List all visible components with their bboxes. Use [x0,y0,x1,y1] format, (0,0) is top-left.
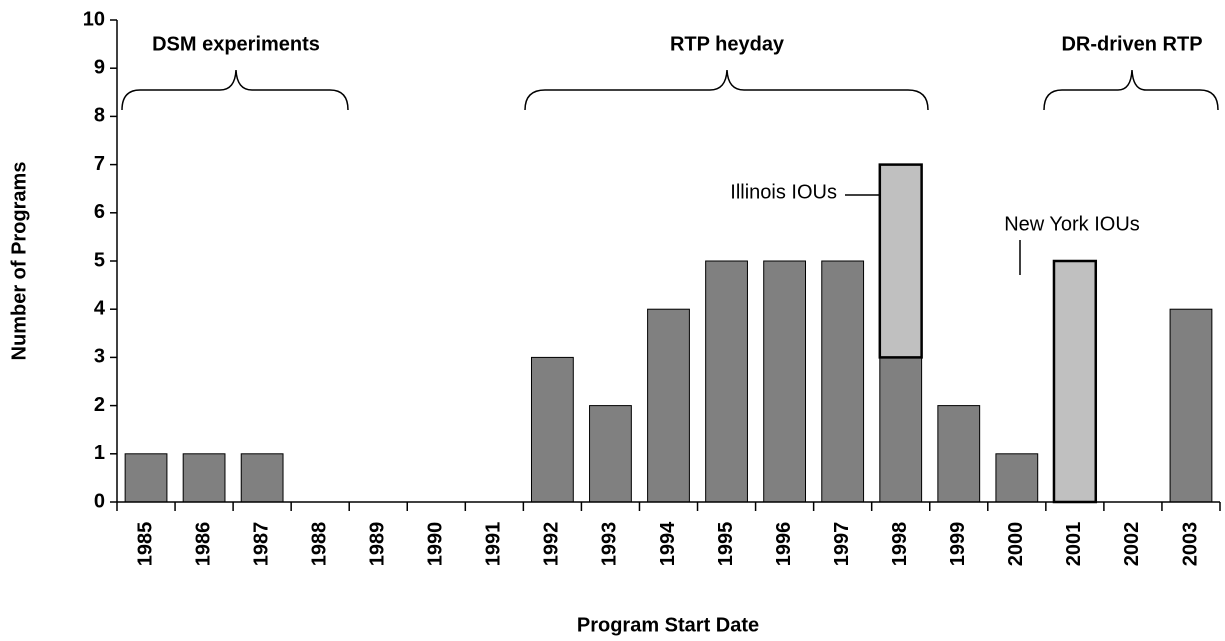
x-tick-label: 1986 [192,522,214,567]
bar [182,453,226,503]
y-tick-label: 9 [94,56,105,78]
annotation: Illinois IOUs [730,181,837,203]
x-axis-label: Program Start Date [577,614,759,636]
x-tick-label: 1992 [541,522,563,567]
x-tick-label: 1995 [715,522,737,567]
x-tick-label: 1991 [483,522,505,567]
y-tick-label: 4 [94,297,106,319]
bar [878,163,923,359]
x-tick-label: 1985 [134,522,156,567]
bar [879,356,923,503]
bar [995,453,1039,503]
bar [1052,259,1098,504]
bar [530,356,574,503]
x-tick-label: 1998 [889,522,911,567]
annotation: DR-driven RTP [1061,33,1202,55]
x-tick-label: 1994 [657,521,679,566]
y-tick-label: 2 [94,394,105,416]
x-tick-label: 2003 [1179,522,1201,567]
brace [524,69,929,111]
brace [121,69,349,111]
bar [821,260,865,503]
x-tick-label: 1999 [947,522,969,567]
annotation: RTP heyday [670,33,785,55]
bar [763,260,807,503]
x-tick-label: 1997 [831,522,853,567]
y-tick-label: 10 [83,8,105,30]
y-tick-label: 0 [94,490,105,512]
brace [1043,69,1219,111]
x-tick-label: 1987 [250,522,272,567]
bar [124,453,168,503]
x-tick-label: 2001 [1063,522,1085,567]
bar [647,308,690,503]
bar [705,260,748,503]
y-tick-label: 3 [94,346,105,368]
braces [121,69,1219,111]
x-tick-label: 2000 [1005,522,1027,567]
x-tick-label: 1990 [425,522,447,567]
bar [589,405,632,503]
y-tick-label: 1 [94,442,105,464]
y-tick-label: 5 [94,249,105,271]
x-tick-label: 1996 [773,522,795,567]
annotation: DSM experiments [152,33,320,55]
y-axis-label: Number of Programs [8,162,30,361]
x-tick-label: 2002 [1121,522,1143,567]
bar [240,453,284,503]
y-tick-label: 8 [94,105,105,127]
x-tick-label: 1988 [308,522,330,567]
bar [937,405,981,503]
x-tick-label: 1989 [367,522,389,567]
x-tick-label: 1993 [599,522,621,567]
y-tick-label: 7 [94,153,105,175]
annotation: New York IOUs [1004,213,1140,235]
bar [1169,308,1213,503]
y-tick-label: 6 [94,201,105,223]
